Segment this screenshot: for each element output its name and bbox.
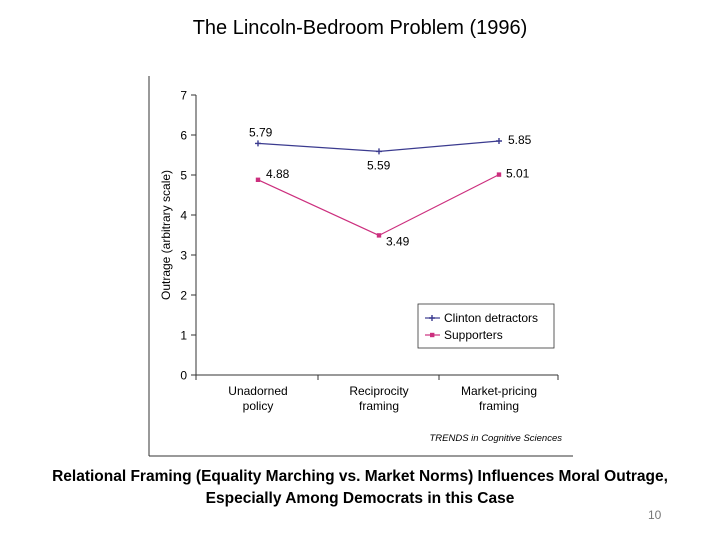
y-tick-label: 5 (180, 169, 187, 183)
data-point (496, 172, 502, 177)
data-point (376, 148, 382, 155)
data-point (255, 140, 261, 147)
x-category-label-line: policy (243, 399, 274, 413)
data-point (496, 138, 502, 144)
slide-caption: Relational Framing (Equality Marching vs… (20, 466, 700, 510)
chart-canvas: 0 1 2 3 4 5 6 7 Outrage (arbitrary scale) Unadorn… (148, 76, 573, 457)
x-category-label-line: Unadorned (228, 384, 287, 398)
legend-marker (430, 332, 435, 338)
data-label: 5.79 (249, 125, 273, 139)
y-tick-label: 3 (180, 249, 187, 263)
y-tick-label: 7 (180, 89, 187, 103)
x-category-label-line: Market-pricing (461, 384, 537, 398)
legend-box (417, 303, 555, 349)
data-label: 4.88 (266, 167, 290, 181)
line-chart: 0 1 2 3 4 5 6 7 Outrage (arbitrary scale) Unadorn… (148, 76, 573, 457)
x-category-label-line: Reciprocity (349, 384, 408, 398)
data-label: 3.49 (386, 234, 410, 248)
slide-title: The Lincoln-Bedroom Problem (1996) (192, 17, 528, 39)
data-point (255, 177, 261, 182)
y-tick-label: 4 (180, 209, 187, 223)
x-category-label: Unadorned policy (228, 384, 287, 413)
y-tick-label: 2 (180, 289, 187, 303)
series-line (257, 174, 500, 237)
legend-entry-label: Supporters (444, 328, 503, 342)
y-tick-label: 1 (180, 329, 187, 343)
caption-line-1: Relational Framing (Equality Marching vs… (52, 468, 668, 485)
page-number: 10 (648, 508, 662, 522)
data-label: 5.85 (508, 133, 532, 147)
x-category-label: Reciprocity framing (349, 384, 408, 413)
axes: 0 1 2 3 4 5 6 7 Outrage (arbitrary scale) Unadorn… (159, 89, 559, 413)
data-point (376, 233, 382, 238)
x-category-label: Market-pricing framing (461, 384, 537, 413)
series-group: 5.79 5.59 5.85 4.88 3.49 5.01 (249, 125, 532, 248)
x-category-label-line: framing (479, 399, 519, 413)
legend: Clinton detractors Supporters (417, 303, 555, 349)
legend-entry-label: Clinton detractors (444, 311, 538, 325)
source-credit: TRENDS in Cognitive Sciences (429, 433, 562, 444)
y-tick-label: 6 (180, 129, 187, 143)
y-tick-label: 0 (180, 369, 187, 383)
data-label: 5.01 (506, 167, 530, 181)
caption-line-2: Especially Among Democrats in this Case (205, 490, 515, 507)
x-category-label-line: framing (359, 399, 399, 413)
data-label: 5.59 (367, 158, 391, 172)
legend-marker (429, 315, 435, 321)
y-axis-title: Outrage (arbitrary scale) (159, 170, 173, 300)
